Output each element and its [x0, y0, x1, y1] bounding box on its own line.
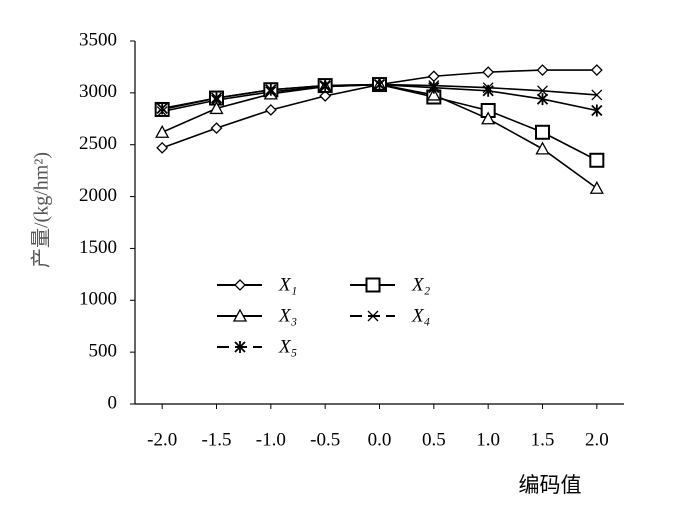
marker — [590, 64, 603, 76]
x-tick-label: 1.5 — [531, 429, 555, 450]
x-tick-label: -2.0 — [147, 429, 177, 450]
marker — [155, 124, 170, 138]
marker — [209, 101, 224, 115]
x-tick-label: -1.5 — [201, 429, 231, 450]
x-tick-label: -1.0 — [256, 429, 286, 450]
y-axis-label: 产量/(kg/hm²) — [30, 152, 53, 268]
legend-marker — [367, 310, 379, 322]
y-tick-label: 0 — [108, 392, 118, 413]
marker — [482, 84, 494, 97]
marker — [428, 81, 440, 94]
legend-label: X₃ — [278, 305, 297, 326]
x-tick-label: 1.0 — [476, 429, 500, 450]
y-tick-label: 500 — [89, 341, 118, 362]
marker — [210, 92, 223, 105]
legend-marker — [234, 341, 246, 353]
marker — [481, 111, 496, 125]
x-tick-label: 0.0 — [368, 429, 392, 450]
marker — [536, 93, 549, 106]
marker — [591, 89, 603, 101]
y-tick-label: 1000 — [79, 289, 117, 310]
x-tick-label: 0.5 — [422, 429, 446, 450]
series-line — [161, 83, 598, 189]
marker — [537, 85, 548, 97]
y-tick-label: 2500 — [79, 133, 117, 154]
legend-label: X₂ — [411, 274, 431, 295]
marker — [210, 122, 223, 135]
marker — [482, 66, 495, 79]
legend-label: X₁ — [278, 274, 297, 295]
y-tick-label: 1500 — [79, 237, 117, 258]
x-tick-label: -0.5 — [310, 429, 340, 450]
marker — [264, 104, 277, 116]
marker — [319, 79, 331, 92]
marker — [535, 124, 550, 140]
marker — [427, 70, 440, 83]
marker — [319, 90, 332, 102]
y-tick-label: 3500 — [79, 29, 117, 50]
marker — [591, 104, 603, 117]
marker — [156, 102, 168, 115]
legend-label: X₄ — [411, 305, 430, 326]
legend-label: X₅ — [278, 336, 297, 357]
legend-marker — [232, 308, 248, 322]
marker — [536, 64, 549, 76]
marker — [373, 78, 386, 91]
marker — [265, 83, 277, 96]
legend-marker — [365, 277, 381, 293]
legend-marker — [234, 279, 246, 291]
marker — [426, 87, 441, 101]
x-tick-label: 2.0 — [585, 429, 609, 450]
marker — [589, 152, 605, 168]
x-axis-label: 编码值 — [519, 473, 582, 497]
marker — [589, 180, 604, 194]
marker — [156, 141, 169, 154]
y-tick-label: 2000 — [79, 185, 117, 206]
marker — [535, 141, 550, 155]
y-tick-label: 3000 — [79, 81, 117, 102]
